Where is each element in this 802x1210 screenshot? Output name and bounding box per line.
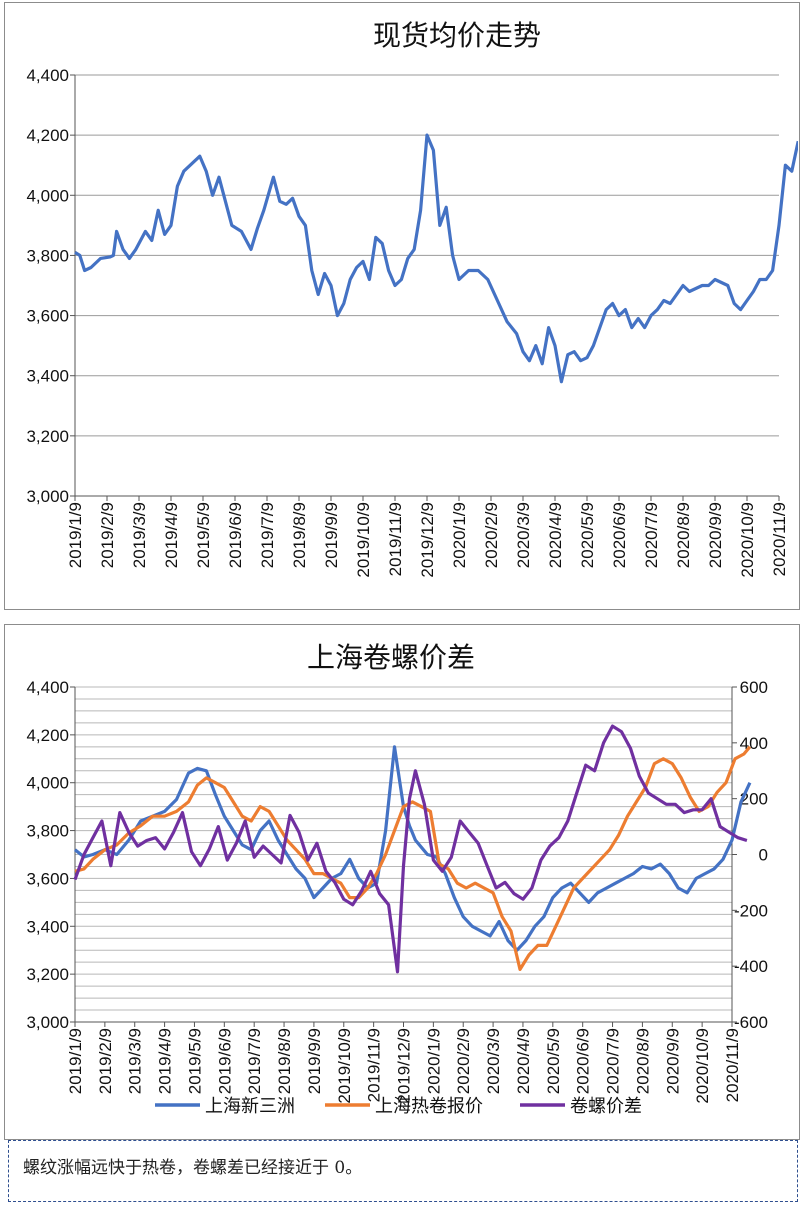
y2-tick-label: 600 (740, 678, 768, 697)
x-tick-label: 2019/1/9 (66, 1028, 85, 1094)
y2-tick-label: 200 (740, 790, 768, 809)
chart-spot-price: 现货均价走势 3,000 3,200 3,400 3,600 3,800 4,000 4,20… (26, 20, 800, 578)
commentary-box: 螺纹涨幅远快于热卷，卷螺差已经接近于 0。 (8, 1140, 798, 1202)
x-tick-label: 2020/3/9 (484, 1028, 503, 1094)
x-tick-label: 2020/4/9 (514, 1028, 533, 1094)
y-tick-label: 3,000 (26, 1013, 69, 1032)
x-tick-label: 2020/2/9 (454, 1028, 473, 1094)
y2-tick-label: 0 (759, 846, 768, 865)
y-tick-label: 3,400 (26, 367, 69, 386)
x-tick-label: 2019/11/9 (365, 1028, 384, 1102)
x-tick-label: 2019/5/9 (194, 502, 213, 568)
x-tick-label: 2019/7/9 (245, 1028, 264, 1094)
x-tick-label: 2020/9/9 (663, 1028, 682, 1094)
y-tick-label: 3,400 (26, 917, 69, 936)
y-tick-label: 4,200 (26, 726, 69, 745)
y-tick-label: 4,000 (26, 186, 69, 205)
x-tick-label: 2020/3/9 (514, 502, 533, 568)
x-tick-label: 2019/3/9 (126, 1028, 145, 1094)
x-tick-label: 2019/4/9 (156, 1028, 175, 1094)
x-tick-label: 2020/11/9 (770, 502, 789, 576)
legend-label: 上海新三洲 (205, 1096, 295, 1116)
x-tick-label: 2020/7/9 (642, 502, 661, 568)
x-tick-label: 2020/8/9 (633, 1028, 652, 1094)
x-tick-label: 2019/12/9 (395, 1028, 414, 1104)
y-tick-label: 4,200 (26, 126, 69, 145)
y-tick-label: 4,000 (26, 774, 69, 793)
x-tick-label: 2019/7/9 (258, 502, 277, 568)
x-tick-label: 2019/12/9 (418, 502, 437, 578)
y2-tick-label: -200 (734, 901, 768, 920)
chart-title: 现货均价走势 (373, 20, 541, 51)
x-tick-label: 2019/11/9 (386, 502, 405, 576)
x-tick-label: 2020/4/9 (546, 502, 565, 568)
x-tick-label: 2020/6/9 (610, 502, 629, 568)
x-tick-label: 2019/2/9 (96, 1028, 115, 1094)
x-tick-label: 2020/1/9 (424, 1028, 443, 1094)
x-tick-label: 2020/6/9 (574, 1028, 593, 1094)
x-tick-label: 2020/2/9 (482, 502, 501, 568)
x-tick-label: 2019/1/9 (66, 502, 85, 568)
x-tick-label: 2020/5/9 (544, 1028, 563, 1094)
x-tick-label: 2019/5/9 (185, 1028, 204, 1094)
x-tick-label: 2019/10/9 (354, 502, 373, 578)
x-tick-label: 2019/8/9 (275, 1028, 294, 1094)
y-tick-label: 3,600 (26, 307, 69, 326)
y-tick-label: 3,200 (26, 427, 69, 446)
x-tick-label: 2019/4/9 (162, 502, 181, 568)
chart-panel-coil-rebar-spread: 上海卷螺价差 3,000 3,200 3,400 3,600 3,800 4,000 4,20… (4, 624, 800, 1140)
x-tick-label: 2020/10/9 (738, 502, 757, 578)
y-tick-label: 3,200 (26, 965, 69, 984)
x-tick-label: 2019/8/9 (290, 502, 309, 568)
series-line (74, 133, 800, 384)
y2-tick-label: -600 (734, 1013, 768, 1032)
y-tick-label: 3,600 (26, 869, 69, 888)
commentary-text: 螺纹涨幅远快于热卷，卷螺差已经接近于 0。 (23, 1158, 363, 1178)
y2-tick-label: -400 (734, 957, 768, 976)
y-tick-label: 3,000 (26, 487, 69, 506)
chart-panel-spot-price: 现货均价走势 3,000 3,200 3,400 3,600 3,800 4,000 4,20… (4, 2, 800, 610)
legend-label: 上海热卷报价 (375, 1096, 483, 1116)
x-tick-label: 2020/1/9 (450, 502, 469, 568)
series-line-卷螺价差 (73, 724, 748, 974)
x-tick-label: 2020/9/9 (706, 502, 725, 568)
x-tick-label: 2019/6/9 (215, 1028, 234, 1094)
y-tick-label: 4,400 (26, 678, 69, 697)
x-tick-label: 2020/5/9 (578, 502, 597, 568)
x-tick-label: 2019/2/9 (98, 502, 117, 568)
x-tick-label: 2020/10/9 (693, 1028, 712, 1104)
x-tick-label: 2020/7/9 (604, 1028, 623, 1094)
chart-title: 上海卷螺价差 (307, 642, 475, 673)
x-tick-label: 2020/8/9 (674, 502, 693, 568)
x-tick-label: 2019/10/9 (335, 1028, 354, 1104)
y-tick-label: 4,400 (26, 66, 69, 85)
y2-tick-label: 400 (740, 734, 768, 753)
x-tick-label: 2019/6/9 (226, 502, 245, 568)
chart-coil-rebar-spread: 上海卷螺价差 3,000 3,200 3,400 3,600 3,800 4,000 4,20… (26, 642, 768, 1116)
x-tick-label: 2019/3/9 (130, 502, 149, 568)
legend-label: 卷螺价差 (570, 1096, 642, 1116)
x-tick-label: 2019/9/9 (322, 502, 341, 568)
x-tick-label: 2019/9/9 (305, 1028, 324, 1094)
x-tick-label: 2020/11/9 (723, 1028, 742, 1102)
y-tick-label: 3,800 (26, 822, 69, 841)
y-tick-label: 3,800 (26, 246, 69, 265)
